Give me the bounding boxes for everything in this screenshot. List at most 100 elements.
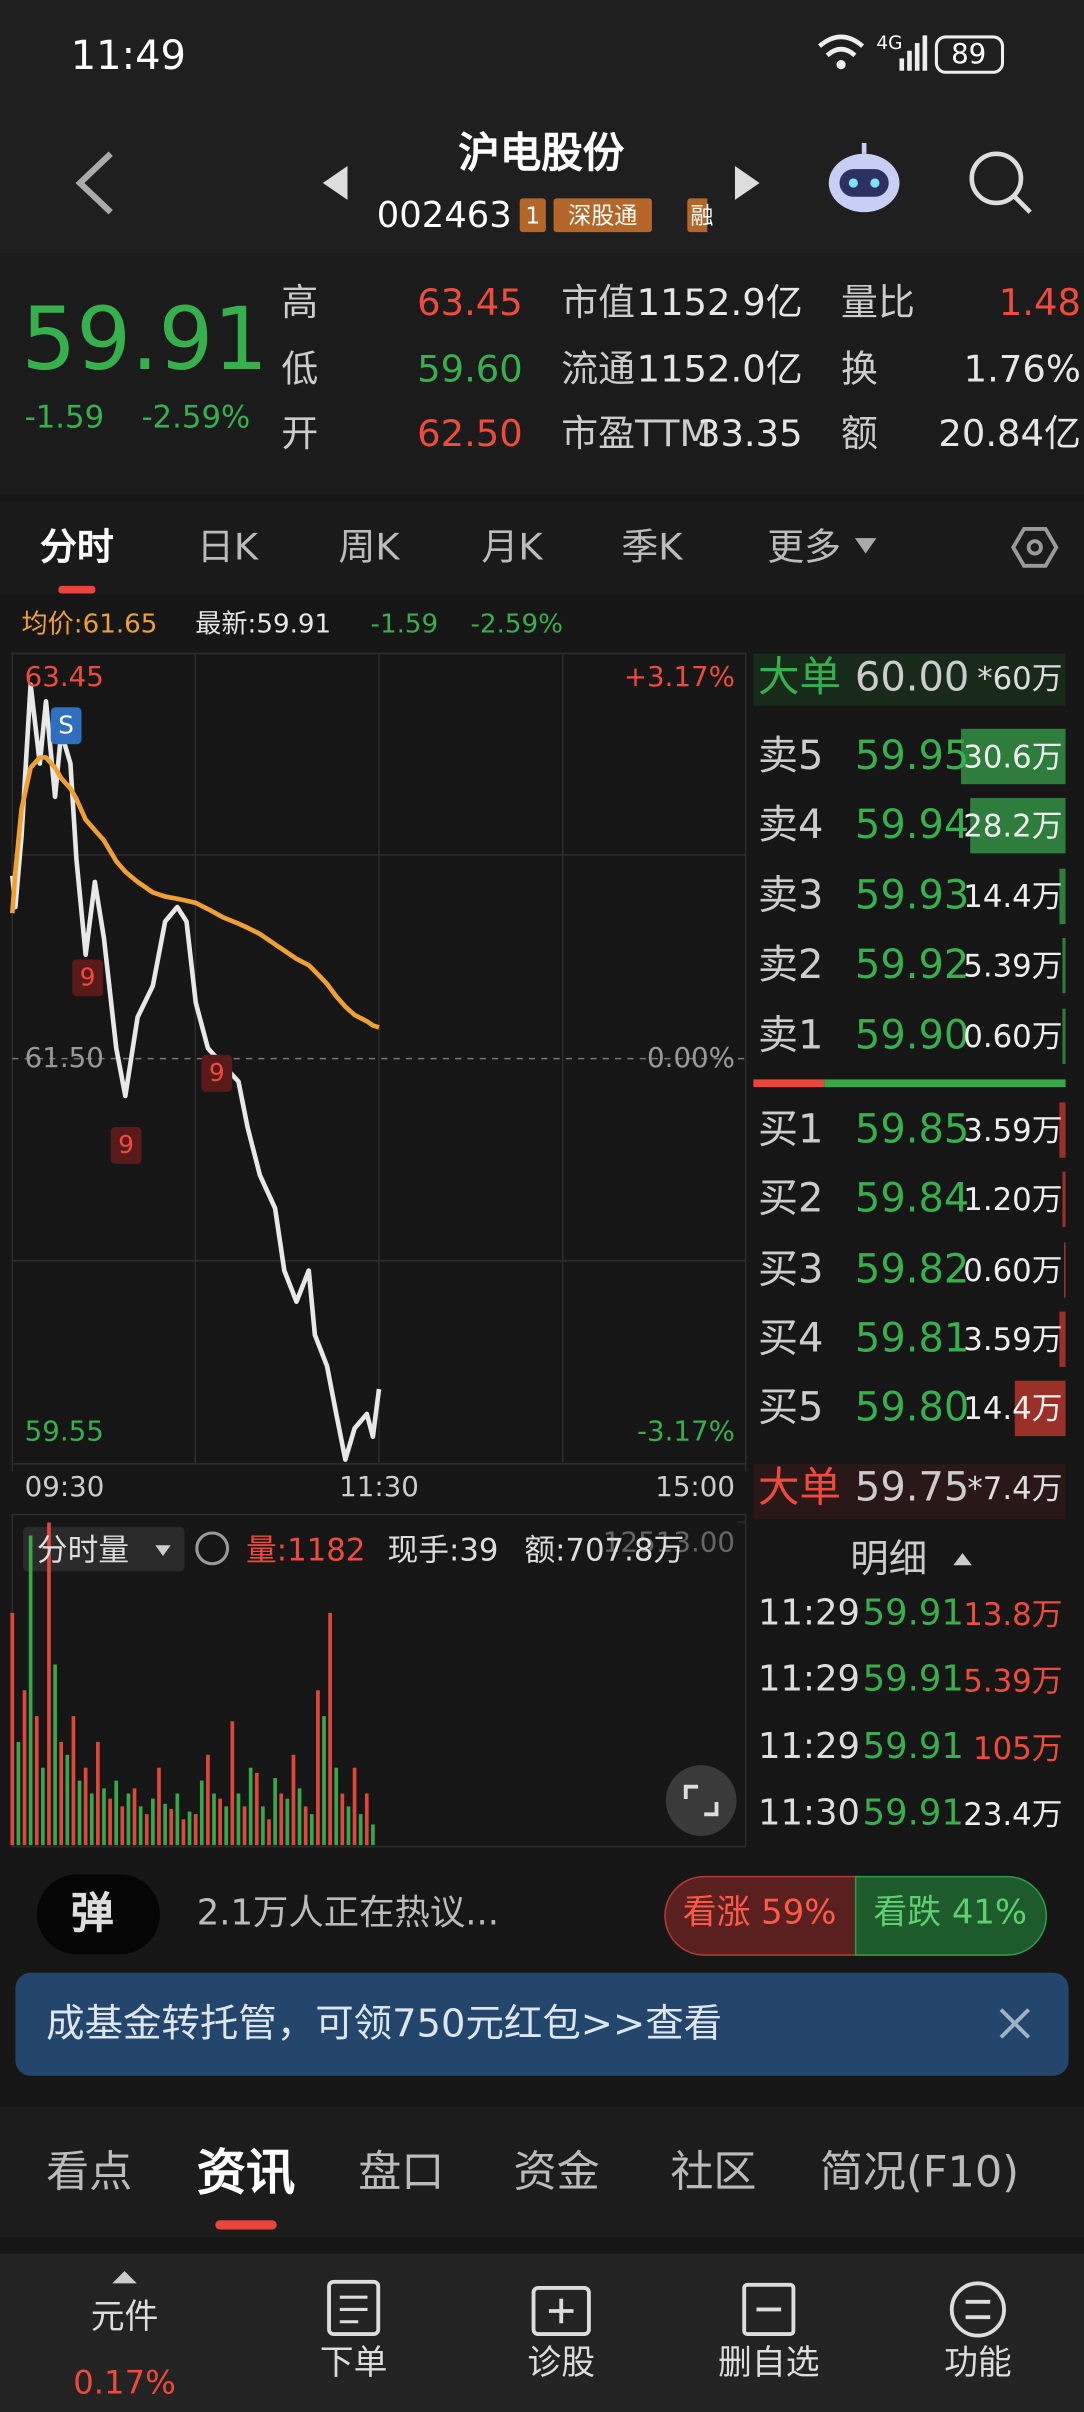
bear-button[interactable] — [854, 1875, 1048, 1956]
volume-bar — [206, 1754, 210, 1846]
volume-bar — [71, 1716, 76, 1846]
next-icon[interactable] — [734, 166, 760, 200]
chart-tab[interactable]: 季K — [621, 525, 683, 569]
badge: 融 — [690, 202, 714, 230]
banner-bg[interactable] — [15, 1972, 1069, 2076]
settings-icon[interactable] — [1011, 527, 1059, 568]
info-change: -1.59 — [370, 609, 439, 641]
danmu-button[interactable] — [36, 1874, 160, 1955]
chart-tab[interactable]: 日K — [197, 525, 259, 569]
stat-label: 高 — [281, 281, 319, 325]
volume-bar — [303, 1806, 308, 1846]
help-icon[interactable] — [195, 1531, 230, 1566]
content-tab[interactable]: 社区 — [670, 2146, 757, 2198]
nav-label[interactable]: 下单 — [319, 2344, 388, 2384]
content-tab[interactable]: 看点 — [46, 2146, 133, 2198]
content-tab[interactable]: 资金 — [513, 2146, 600, 2198]
discussion-text[interactable]: 2.1万人正在热议... — [196, 1893, 499, 1934]
close-icon[interactable] — [999, 2008, 1031, 2039]
remove-icon[interactable] — [742, 2282, 796, 2336]
volume-bar — [163, 1803, 167, 1846]
chart-tab[interactable]: 月K — [481, 525, 543, 569]
big-order-price: 59.75 — [854, 1465, 970, 1512]
trade-volume: 23.4万 — [963, 1795, 1063, 1833]
ask-label: 卖2 — [758, 942, 824, 989]
function-icon[interactable] — [949, 2281, 1006, 2338]
pct-label: +3.17% — [623, 661, 735, 694]
content-tab-indicator — [215, 2220, 277, 2230]
danmu-icon[interactable]: 弹 — [70, 1888, 114, 1939]
trade-price: 59.91 — [862, 1593, 964, 1634]
volume-bar — [126, 1793, 131, 1846]
battery-level: 89 — [951, 38, 987, 71]
volume-bar — [65, 1754, 70, 1846]
ask-label: 卖1 — [758, 1013, 824, 1060]
volume-bar — [151, 1798, 155, 1846]
nav-label[interactable]: 元件 — [90, 2298, 159, 2338]
stat-value: 1152.0亿 — [636, 347, 803, 391]
ask-price: 59.94 — [854, 802, 970, 849]
stat-label: 流通 — [561, 347, 636, 391]
volume-bar — [267, 1819, 271, 1846]
bid-volume: 3.59万 — [963, 1320, 1063, 1358]
bid-depth-bar — [1059, 1102, 1066, 1158]
stat-value: 20.84亿 — [938, 412, 1081, 456]
stat-value: 1.48 — [998, 281, 1081, 325]
dropdown-icon[interactable] — [155, 1545, 171, 1557]
content-tab[interactable]: 资讯 — [196, 2143, 296, 2202]
volume-bar — [169, 1808, 174, 1846]
ask-price: 59.92 — [854, 942, 970, 989]
book-divider-green — [824, 1079, 1066, 1088]
back-icon[interactable] — [75, 151, 113, 215]
chart-tab[interactable]: 分时 — [39, 525, 114, 569]
sort-icon[interactable] — [953, 1552, 972, 1566]
nav-label[interactable]: 诊股 — [527, 2344, 596, 2384]
volume-bar — [230, 1721, 235, 1846]
nav-label[interactable]: 删自选 — [718, 2344, 820, 2384]
fullscreen-icon[interactable] — [665, 1765, 737, 1836]
settings-icon-dot — [1026, 539, 1043, 556]
search-icon[interactable] — [969, 151, 1032, 214]
stat-value: 59.60 — [417, 347, 523, 391]
volume-bar — [285, 1798, 290, 1846]
bid-label: 买2 — [758, 1176, 824, 1223]
trade-volume: 5.39万 — [963, 1662, 1063, 1700]
order-icon[interactable] — [327, 2279, 381, 2336]
trades-title[interactable]: 明细 — [850, 1536, 928, 1582]
content-tab[interactable]: 盘口 — [358, 2146, 445, 2198]
chart-tab[interactable]: 更多 — [767, 525, 842, 569]
bid-volume: 3.59万 — [963, 1111, 1063, 1149]
stat-value: 1.76% — [963, 347, 1081, 391]
badge: 1 — [525, 202, 541, 230]
ask-volume: 30.6万 — [963, 738, 1063, 775]
bid-price: 59.81 — [854, 1316, 970, 1363]
banner-text[interactable]: 成基金转托管，可领750元红包>>查看 — [46, 2001, 723, 2046]
bid-label: 买5 — [758, 1385, 824, 1432]
dropdown-icon[interactable] — [854, 538, 877, 554]
diagnose-icon[interactable] — [531, 2286, 591, 2336]
bull-label[interactable]: 看涨 59% — [682, 1894, 837, 1933]
nav-label[interactable]: 功能 — [944, 2344, 1012, 2384]
volume-bar — [41, 1767, 45, 1846]
bid-volume: 1.20万 — [963, 1180, 1063, 1218]
x-tick-label: 11:30 — [339, 1471, 419, 1504]
y-tick-label: 61.50 — [24, 1041, 104, 1075]
bid-label: 买1 — [758, 1107, 824, 1154]
chart-tab[interactable]: 周K — [338, 525, 400, 569]
assistant-icon[interactable] — [828, 142, 900, 213]
volume-bar — [144, 1814, 149, 1846]
ask-price: 59.95 — [854, 733, 970, 780]
signal-marker — [201, 1054, 233, 1092]
prev-icon[interactable] — [322, 166, 348, 200]
latest-price: 最新:59.91 — [195, 609, 332, 641]
bid-volume: 14.4万 — [963, 1389, 1063, 1427]
book-divider-red — [753, 1079, 825, 1088]
status-time: 11:49 — [70, 33, 186, 80]
content-tab[interactable]: 简况(F10) — [819, 2146, 1020, 2198]
volume-title[interactable]: 分时量 — [36, 1531, 130, 1569]
volume-bar — [108, 1798, 112, 1846]
bear-label[interactable]: 看跌 41% — [873, 1894, 1028, 1933]
expand-icon[interactable] — [112, 2271, 137, 2284]
